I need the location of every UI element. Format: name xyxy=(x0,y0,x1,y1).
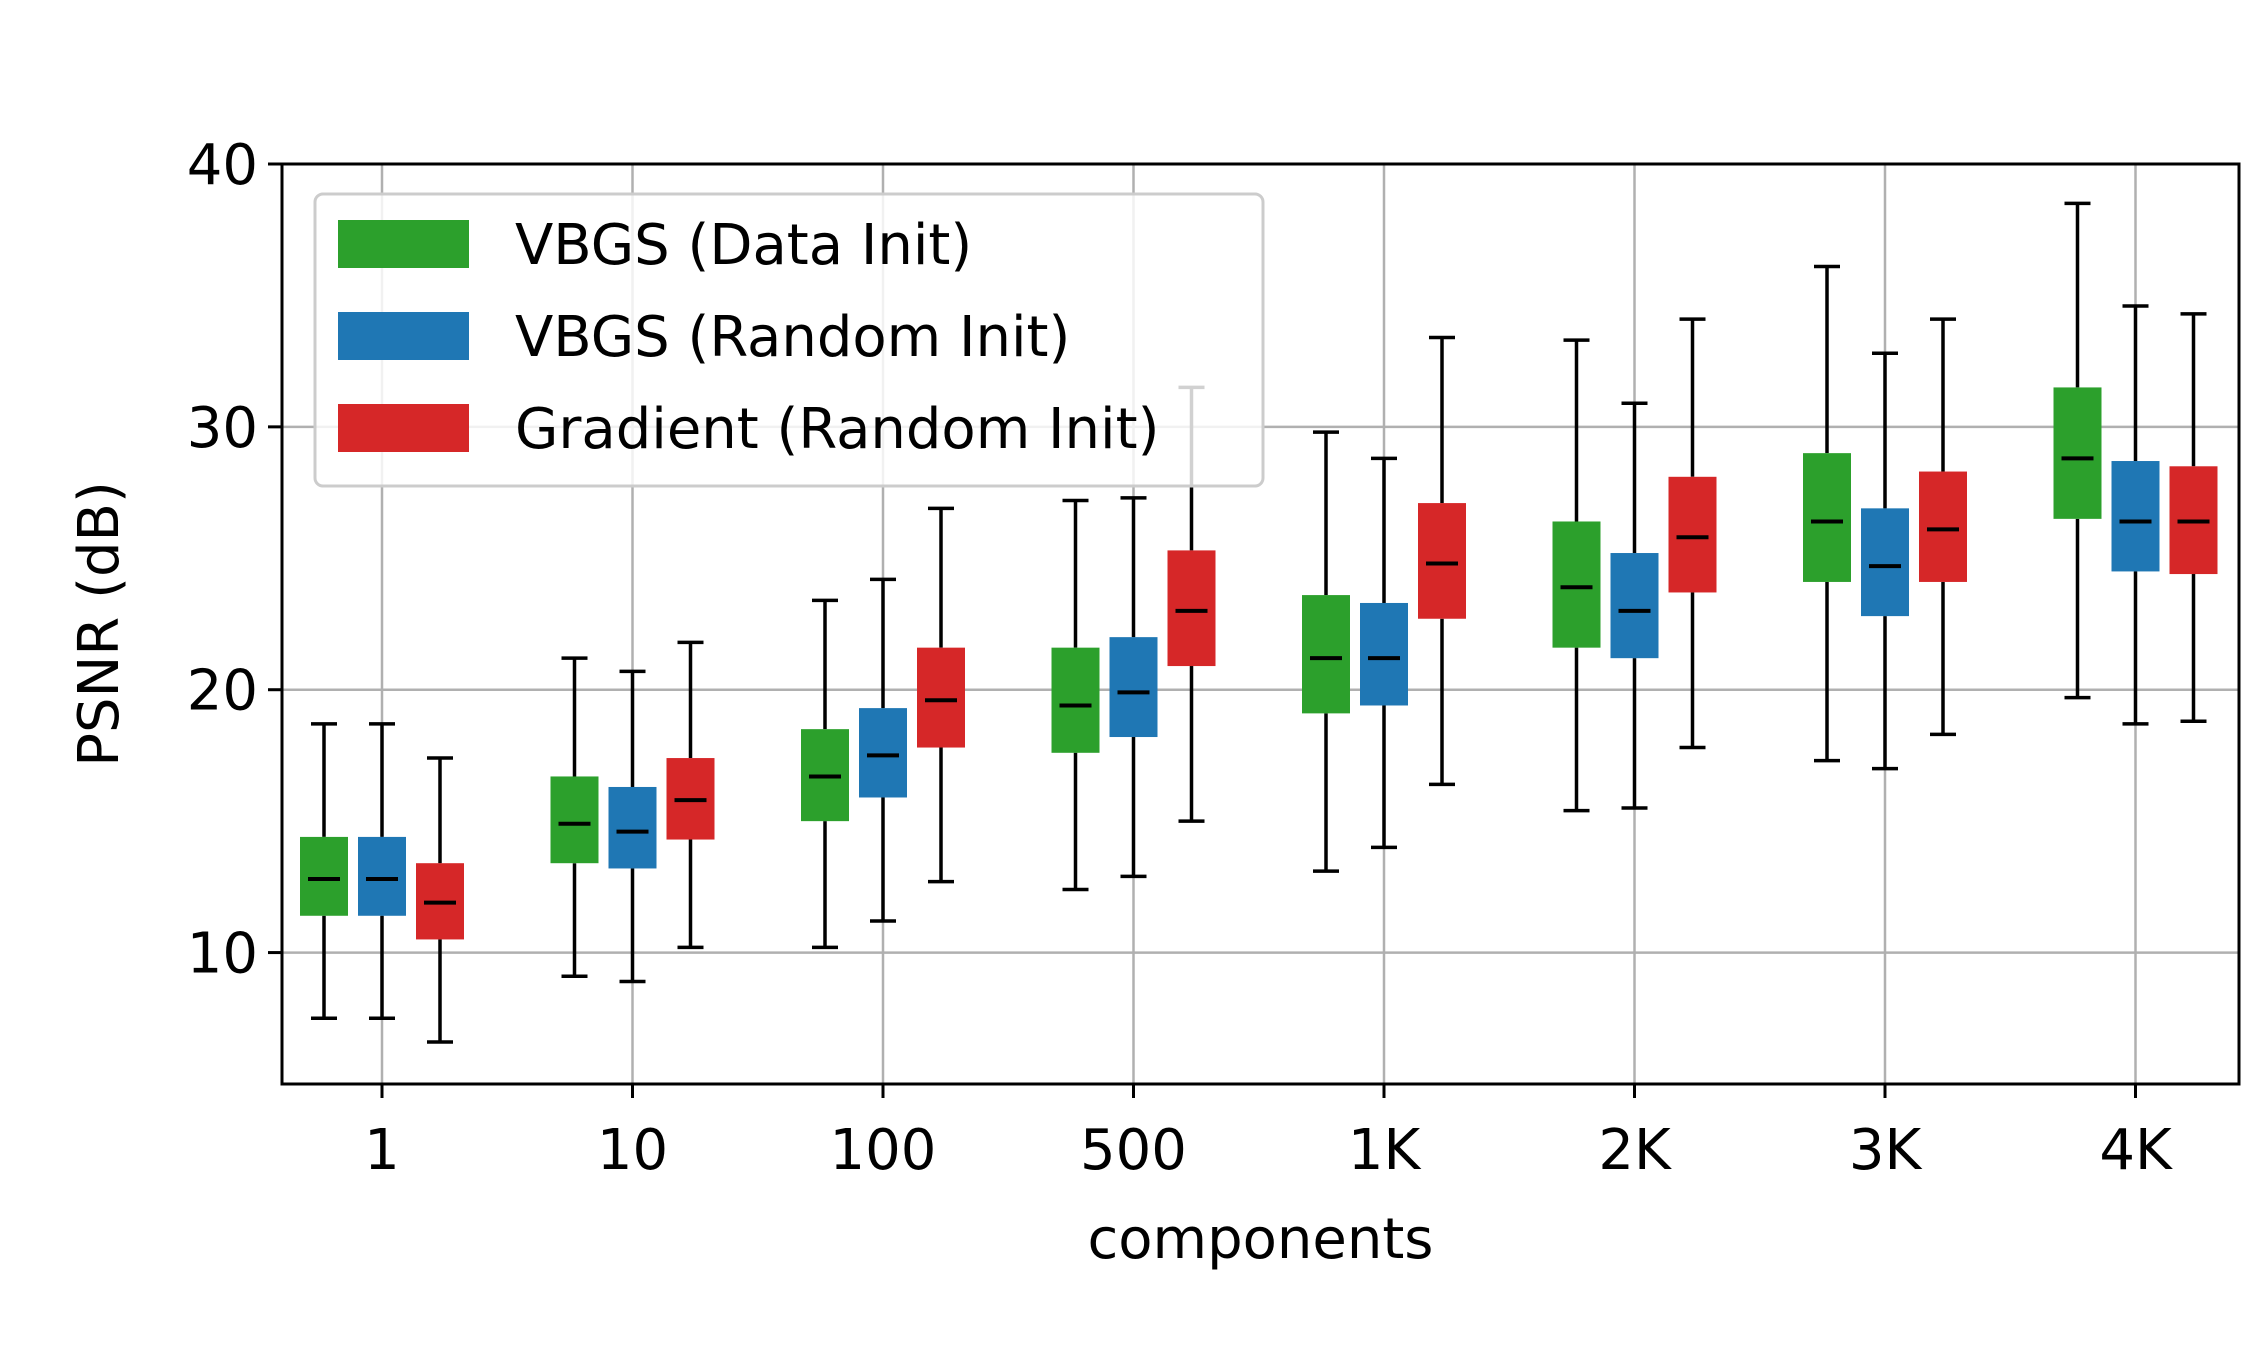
box-element xyxy=(801,598,849,950)
iqr-box xyxy=(1610,553,1659,659)
box-element xyxy=(917,506,965,884)
iqr-box xyxy=(1418,503,1466,619)
x-tick-label: 1 xyxy=(364,1118,400,1183)
legend-label: Gradient (Random Init) xyxy=(515,397,1159,462)
y-tick-label: 30 xyxy=(187,396,258,461)
box-element xyxy=(1861,351,1909,771)
iqr-box xyxy=(2053,387,2102,519)
box-element xyxy=(2169,312,2218,724)
box-element xyxy=(2111,304,2160,726)
x-tick-label: 2K xyxy=(1598,1118,1672,1183)
box-element xyxy=(859,577,907,923)
iqr-box xyxy=(608,786,657,869)
y-tick-label: 40 xyxy=(187,133,258,198)
legend-swatch xyxy=(338,220,469,268)
box-element xyxy=(2053,201,2102,700)
box-element xyxy=(1552,338,1601,813)
box-element xyxy=(1109,496,1158,879)
iqr-box xyxy=(1919,471,1967,582)
y-axis-title: PSNR (dB) xyxy=(67,481,132,767)
box-element xyxy=(1668,317,1717,750)
series-group xyxy=(358,304,2160,1021)
axis-ticks: 10 20 30 40 1 10 100 500 1K 2K 3K 4K xyxy=(187,133,2173,1183)
iqr-box xyxy=(550,776,599,864)
box-element xyxy=(358,722,406,1021)
iqr-box xyxy=(358,836,406,916)
x-tick-label: 500 xyxy=(1080,1118,1187,1183)
y-tick-label: 20 xyxy=(187,659,258,724)
box-element xyxy=(1418,335,1466,787)
box-element xyxy=(1919,317,1967,737)
legend-frame xyxy=(313,192,1265,488)
iqr-box xyxy=(1552,521,1601,648)
iqr-box xyxy=(1861,508,1909,617)
box-series xyxy=(300,201,2218,1044)
iqr-box xyxy=(1803,453,1851,582)
iqr-box xyxy=(1109,637,1158,738)
box-element xyxy=(300,722,348,1021)
iqr-box xyxy=(917,647,965,748)
box-element xyxy=(550,656,599,978)
x-tick-label: 3K xyxy=(1849,1118,1923,1183)
box-element xyxy=(416,756,464,1044)
x-tick-label: 100 xyxy=(830,1118,937,1183)
box-element xyxy=(608,669,657,984)
box-element xyxy=(1302,430,1350,873)
x-tick-label: 10 xyxy=(597,1118,668,1183)
x-axis-title: components xyxy=(1088,1207,1434,1272)
iqr-box xyxy=(1302,595,1350,714)
iqr-box xyxy=(1167,550,1216,667)
legend-swatch xyxy=(338,312,469,360)
iqr-box xyxy=(1360,602,1408,706)
box-element xyxy=(666,640,715,950)
box-element xyxy=(1360,456,1408,850)
legend: VBGS (Data Init) VBGS (Random Init) Gradie… xyxy=(313,192,1265,488)
iqr-box xyxy=(1051,647,1100,753)
iqr-box xyxy=(1668,476,1717,593)
box-element xyxy=(1051,498,1100,892)
iqr-box xyxy=(859,708,907,798)
box-element xyxy=(1167,385,1216,823)
iqr-box xyxy=(300,836,348,916)
legend-label: VBGS (Data Init) xyxy=(515,213,972,278)
box-element xyxy=(1803,264,1851,763)
x-tick-label: 1K xyxy=(1348,1118,1422,1183)
x-tick-label: 4K xyxy=(2099,1118,2173,1183)
box-element xyxy=(1610,401,1659,810)
legend-label: VBGS (Random Init) xyxy=(515,305,1070,370)
iqr-box xyxy=(2111,461,2160,572)
series-group xyxy=(300,201,2102,1021)
series-group xyxy=(416,312,2218,1044)
legend-swatch xyxy=(338,404,469,452)
plot-area-frame xyxy=(280,162,2241,1086)
y-tick-label: 10 xyxy=(187,922,258,987)
